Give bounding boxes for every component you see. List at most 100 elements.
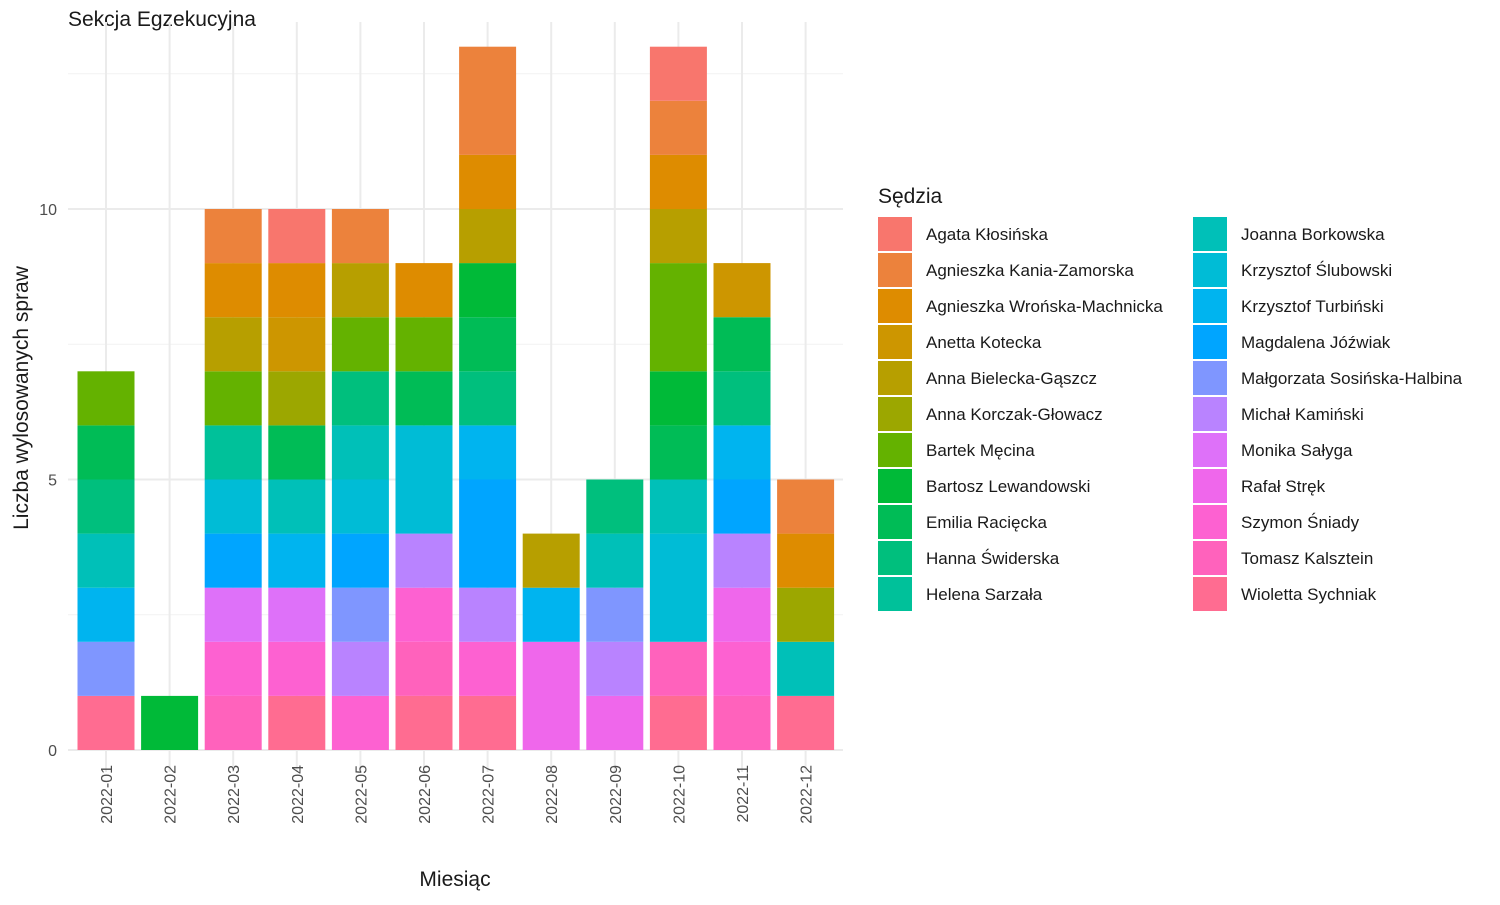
legend-key (1193, 289, 1227, 323)
legend-key (878, 361, 912, 395)
legend-key (1193, 505, 1227, 539)
legend-label: Szymon Śniady (1241, 513, 1360, 532)
bar-segment (395, 641, 453, 696)
bar-segment (268, 371, 326, 426)
x-tick-label: 2022-09 (608, 765, 625, 824)
bar-segment (395, 317, 453, 372)
bar-segment (204, 641, 262, 696)
bar-segment (204, 533, 262, 588)
bar-segment (459, 425, 517, 480)
legend-label: Anna Bielecka-Gąszcz (926, 369, 1097, 388)
legend-label: Monika Sałyga (1241, 441, 1353, 460)
legend-title: Sędzia (878, 185, 943, 208)
bar-segment (777, 479, 835, 534)
bar-segment (713, 641, 771, 696)
x-tick-label: 2022-07 (481, 765, 498, 824)
legend-label: Agnieszka Kania-Zamorska (926, 261, 1134, 280)
bar-segment (77, 479, 135, 534)
bar-segment (649, 371, 707, 426)
bar-segment (331, 425, 389, 480)
legend-label: Rafał Stręk (1241, 477, 1326, 496)
x-tick-label: 2022-08 (544, 765, 561, 824)
x-tick-label: 2022-04 (290, 765, 307, 824)
legend-label: Bartosz Lewandowski (926, 477, 1090, 496)
bar-segment (713, 371, 771, 426)
bar-segment (713, 317, 771, 372)
legend: Agata Kłosińska Agnieszka Kania-Zamorska A… (878, 217, 1463, 611)
bar-segment (522, 641, 580, 750)
bar-segment (713, 533, 771, 588)
y-tick-label: 10 (39, 202, 57, 219)
bar-segment (459, 479, 517, 588)
legend-label: Magdalena Jóźwiak (1241, 333, 1391, 352)
bar-segment (713, 479, 771, 534)
legend-label: Helena Sarzała (926, 585, 1043, 604)
bar-segment (268, 263, 326, 318)
bar-segment (586, 695, 644, 750)
legend-key (878, 325, 912, 359)
legend-key (1193, 253, 1227, 287)
bar-segment (204, 263, 262, 318)
bar-segment (331, 479, 389, 534)
legend-key (878, 253, 912, 287)
legend-key (878, 217, 912, 251)
bar-segment (268, 317, 326, 372)
legend-key (878, 433, 912, 467)
legend-key (1193, 397, 1227, 431)
y-tick-label: 5 (48, 473, 57, 490)
bar-segment (268, 425, 326, 480)
legend-label: Anna Korczak-Głowacz (926, 405, 1103, 424)
bar-segment (522, 587, 580, 642)
x-tick-label: 2022-02 (163, 765, 180, 824)
bar-segment (649, 263, 707, 372)
bar-segment (459, 154, 517, 209)
legend-label: Joanna Borkowska (1241, 225, 1385, 244)
x-tick-label: 2022-10 (671, 765, 688, 824)
bar-segment (649, 695, 707, 750)
x-tick-label: 2022-06 (417, 765, 434, 824)
bar-segment (777, 695, 835, 750)
legend-key (1193, 361, 1227, 395)
bar-segment (522, 533, 580, 588)
bar-segment (395, 263, 453, 318)
bar-segment (395, 587, 453, 642)
legend-label: Tomasz Kalsztein (1241, 549, 1373, 568)
legend-key (1193, 577, 1227, 611)
legend-label: Małgorzata Sosińska-Halbina (1241, 369, 1463, 388)
legend-key (1193, 325, 1227, 359)
bar-segment (459, 209, 517, 264)
legend-label: Anetta Kotecka (926, 333, 1042, 352)
legend-key (878, 397, 912, 431)
bar-segment (204, 479, 262, 534)
bar-segment (586, 479, 644, 534)
legend-key (1193, 469, 1227, 503)
y-axis-label: Liczba wylosowanych spraw (10, 265, 33, 530)
bar-segment (777, 641, 835, 696)
bar-segment (459, 263, 517, 318)
x-tick-label: 2022-12 (799, 765, 816, 824)
bar-segment (331, 317, 389, 372)
legend-label: Bartek Męcina (926, 441, 1035, 460)
legend-label: Krzysztof Ślubowski (1241, 261, 1392, 280)
bar-segment (649, 533, 707, 642)
x-tick-label: 2022-11 (735, 765, 752, 823)
bar-segment (331, 641, 389, 696)
legend-label: Emilia Racięcka (926, 513, 1047, 532)
bar-segment (77, 641, 135, 696)
bar-segment (268, 209, 326, 264)
bar-segment (586, 533, 644, 588)
bar-segment (331, 695, 389, 750)
legend-label: Agata Kłosińska (926, 225, 1048, 244)
legend-key (1193, 541, 1227, 575)
bar-segment (459, 371, 517, 426)
bar-segment (268, 479, 326, 534)
bar-segment (77, 371, 135, 426)
bar-segment (713, 263, 771, 318)
y-axis-ticks: 0 5 10 (39, 202, 57, 760)
bar-segment (395, 533, 453, 588)
bar-segment (459, 695, 517, 750)
legend-key (878, 541, 912, 575)
bar-segment (268, 533, 326, 588)
bar-segment (713, 695, 771, 750)
